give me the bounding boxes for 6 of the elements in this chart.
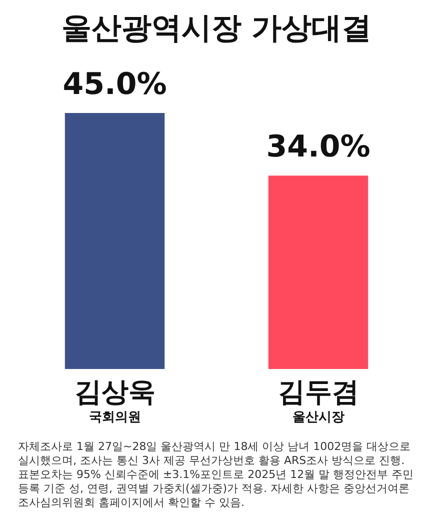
chart-title: 울산광역시장 가상대결 xyxy=(60,10,373,48)
text: 자체조사로 1월 27일~28일 울산광역시 만 18세 이상 남녀 1002명을 대상으로 실시했으며, 조사는 통신 3사 제공 무선가상번호 활용 ARS조사 방식으로 진행. 표본오차는 95% 신뢰수준에 ±3.1%포인트로 2025년 12월 말 행정안전부 주민등록 기준 성, 연령, 권역별 가중치(셀가중)가 적용. 자세한 사항은 중앙선거여론조사심의위원회 홈페이지에서 확인할 수 있음. xyxy=(17,440,415,510)
data-label: 45.0% xyxy=(62,66,167,102)
x-tick-label: 김상욱 국회의원 xyxy=(73,377,156,426)
data-label: 34.0% xyxy=(266,129,370,164)
x-tick-label: 김두겸 울산시장 xyxy=(276,377,360,426)
